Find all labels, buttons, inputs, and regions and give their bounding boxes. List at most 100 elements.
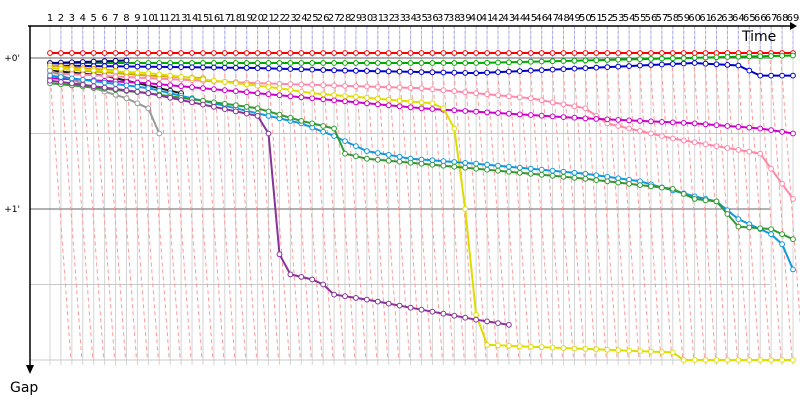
data-point bbox=[637, 50, 643, 56]
data-point bbox=[101, 68, 108, 74]
data-point bbox=[549, 58, 556, 65]
lapped-car-marker bbox=[747, 59, 771, 361]
data-point bbox=[757, 225, 764, 232]
data-point bbox=[560, 101, 567, 108]
data-point bbox=[768, 231, 774, 238]
data-point bbox=[79, 76, 86, 83]
data-point bbox=[538, 166, 545, 173]
lap-tick-label: 23 bbox=[284, 13, 297, 24]
data-point bbox=[473, 165, 480, 172]
data-point bbox=[462, 108, 469, 114]
lapped-car-marker bbox=[736, 59, 760, 361]
data-point bbox=[298, 118, 305, 124]
lap-tick-label: 18 bbox=[229, 13, 242, 24]
data-point bbox=[582, 57, 589, 64]
data-point bbox=[604, 178, 611, 185]
data-point bbox=[353, 60, 359, 66]
data-point bbox=[571, 174, 578, 181]
data-point bbox=[123, 57, 130, 64]
lap-tick-label: 20 bbox=[251, 13, 264, 24]
data-point bbox=[145, 105, 152, 112]
data-point bbox=[309, 276, 316, 283]
data-point bbox=[473, 60, 480, 66]
gap-tick-label: +1' bbox=[4, 205, 20, 215]
lap-tick-label: 66 bbox=[754, 13, 767, 24]
lapped-car-marker bbox=[671, 59, 695, 361]
data-point bbox=[506, 50, 512, 56]
data-point bbox=[364, 100, 370, 107]
data-point bbox=[571, 103, 578, 110]
data-point bbox=[90, 83, 97, 90]
data-point bbox=[702, 60, 709, 67]
data-point bbox=[123, 69, 130, 75]
data-point bbox=[374, 68, 381, 75]
data-point bbox=[451, 107, 458, 114]
lapped-car-marker bbox=[157, 59, 181, 361]
lapped-car-marker bbox=[48, 59, 72, 361]
data-point bbox=[440, 69, 447, 76]
lap-tick-label: 26 bbox=[317, 13, 330, 24]
lap-tick-label: 35 bbox=[415, 13, 428, 24]
data-point bbox=[189, 75, 195, 81]
data-point bbox=[757, 72, 764, 79]
lap-tick-label: 1 bbox=[47, 13, 53, 24]
data-point bbox=[582, 346, 589, 352]
data-point bbox=[69, 80, 75, 87]
lapped-car-marker bbox=[354, 59, 378, 361]
x-axis-arrow-icon bbox=[790, 22, 797, 30]
data-point bbox=[527, 58, 534, 65]
data-point bbox=[702, 141, 709, 148]
data-point bbox=[309, 95, 316, 102]
data-point bbox=[560, 168, 567, 175]
data-point bbox=[243, 89, 250, 96]
data-point bbox=[298, 88, 305, 95]
tick-labels: 1 2 3 4 5 6 7 8 9 1011121314151617181920212223242… bbox=[4, 13, 799, 215]
lap-tick-label: 9 bbox=[134, 13, 140, 24]
data-point bbox=[265, 84, 272, 90]
data-point bbox=[396, 97, 403, 104]
lap-tick-label: 45 bbox=[524, 13, 537, 24]
lapped-car-marker bbox=[419, 59, 443, 361]
data-point bbox=[516, 68, 523, 74]
data-point bbox=[134, 83, 141, 90]
lapped-car-marker bbox=[266, 59, 290, 361]
lap-tick-label: 28 bbox=[339, 13, 352, 24]
lap-tick-label: 69 bbox=[787, 13, 800, 24]
data-point bbox=[364, 50, 370, 56]
data-point bbox=[200, 50, 206, 56]
data-point bbox=[669, 135, 676, 142]
data-point bbox=[396, 84, 403, 91]
data-point bbox=[396, 302, 403, 309]
lapped-car-marker bbox=[660, 59, 684, 361]
data-point bbox=[374, 95, 381, 102]
data-point bbox=[123, 63, 130, 70]
data-point bbox=[211, 103, 217, 110]
lapped-car-marker bbox=[212, 59, 236, 361]
data-point bbox=[342, 293, 348, 300]
data-point bbox=[527, 67, 534, 74]
axes: Time Gap bbox=[10, 22, 797, 396]
data-point bbox=[571, 57, 578, 64]
lap-tick-label: 52 bbox=[601, 13, 614, 24]
lap-tick-label: 47 bbox=[546, 13, 559, 24]
series-8 bbox=[47, 70, 796, 202]
data-point bbox=[713, 357, 720, 363]
data-point bbox=[724, 62, 731, 68]
data-point bbox=[506, 321, 512, 328]
data-point bbox=[593, 346, 600, 353]
data-point bbox=[473, 108, 480, 115]
data-point bbox=[123, 87, 130, 94]
data-point bbox=[418, 306, 425, 313]
data-point bbox=[90, 78, 97, 85]
lapped-car-marker bbox=[113, 59, 137, 361]
data-point bbox=[429, 161, 436, 168]
data-point bbox=[320, 67, 327, 73]
lap-tick-label: 30 bbox=[361, 13, 374, 24]
data-point bbox=[309, 81, 316, 88]
data-point bbox=[462, 50, 469, 56]
lap-tick-label: 63 bbox=[721, 13, 734, 24]
data-point bbox=[615, 63, 622, 70]
data-point bbox=[374, 298, 381, 305]
data-point bbox=[615, 56, 622, 63]
data-point bbox=[364, 83, 370, 90]
